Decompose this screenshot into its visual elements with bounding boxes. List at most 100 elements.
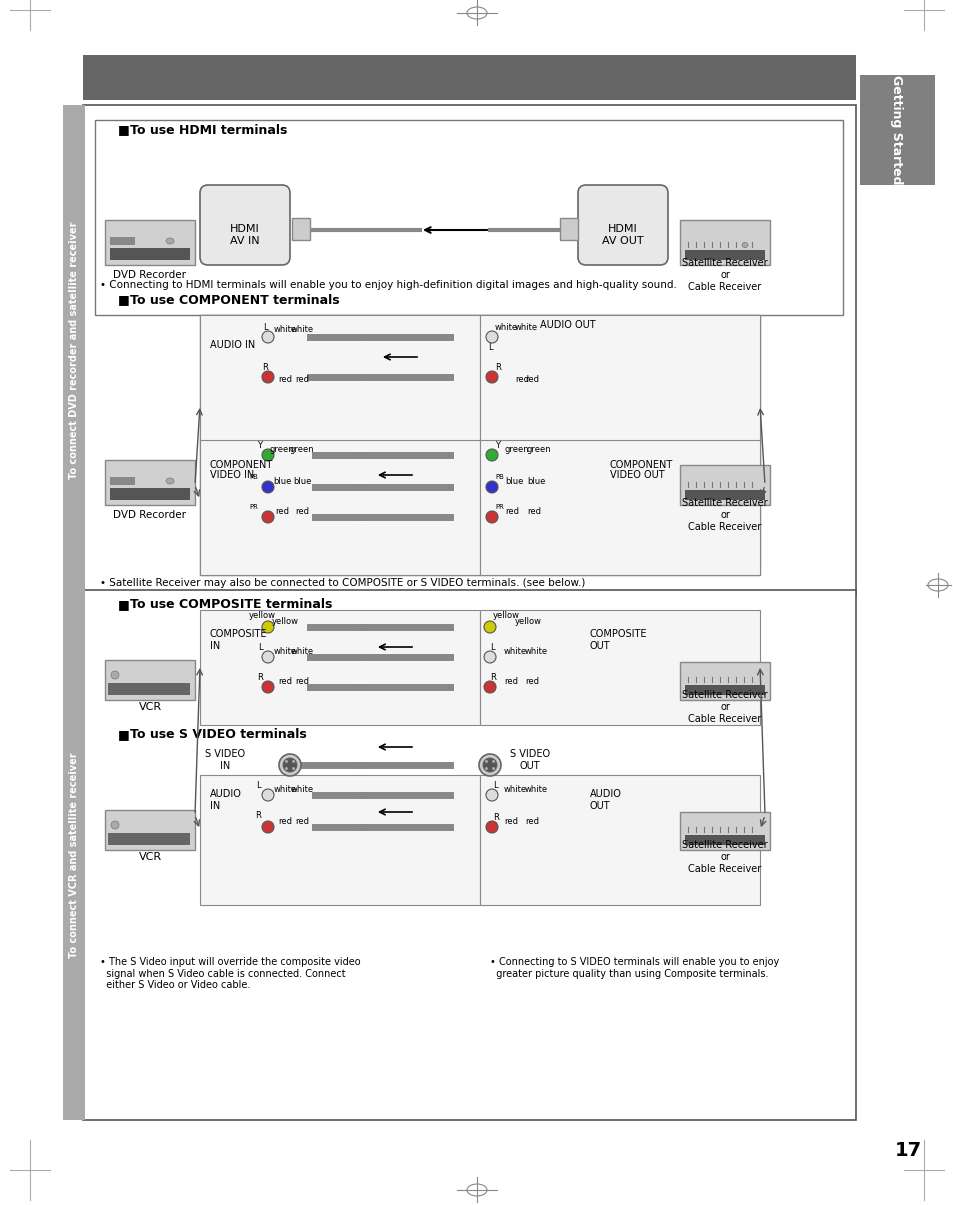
Text: ■: ■	[118, 599, 130, 611]
Ellipse shape	[285, 760, 288, 763]
Ellipse shape	[285, 768, 288, 770]
Text: AUDIO
OUT: AUDIO OUT	[589, 789, 621, 811]
Ellipse shape	[262, 821, 274, 833]
Bar	[479, 315, 760, 575]
Text: red: red	[274, 507, 289, 517]
Text: COMPOSITE
OUT: COMPOSITE OUT	[589, 629, 647, 651]
Text: • The S Video input will override the composite video
  signal when S Video cabl: • The S Video input will override the co…	[100, 957, 360, 991]
Text: white: white	[503, 647, 527, 657]
Text: green: green	[290, 446, 314, 454]
Text: AUDIO IN: AUDIO IN	[210, 340, 255, 349]
Bar	[292, 218, 310, 240]
Text: yellow: yellow	[493, 611, 519, 619]
Bar	[559, 218, 578, 240]
Text: AUDIO
IN: AUDIO IN	[210, 789, 242, 811]
Text: AUDIO OUT: AUDIO OUT	[539, 321, 595, 330]
Bar	[679, 465, 769, 505]
Text: Y: Y	[495, 441, 499, 449]
Ellipse shape	[262, 651, 274, 663]
Text: yellow: yellow	[248, 611, 275, 619]
Bar	[679, 662, 769, 700]
Text: red: red	[526, 507, 540, 517]
Bar	[479, 315, 760, 445]
Bar	[110, 477, 135, 484]
Ellipse shape	[292, 760, 294, 763]
Ellipse shape	[483, 651, 496, 663]
Ellipse shape	[478, 754, 500, 776]
Text: blue: blue	[504, 477, 523, 487]
Ellipse shape	[262, 789, 274, 801]
Text: • Connecting to S VIDEO terminals will enable you to enjoy
  greater picture qua: • Connecting to S VIDEO terminals will e…	[490, 957, 779, 978]
Bar	[479, 440, 760, 575]
Bar	[63, 105, 85, 595]
Ellipse shape	[483, 621, 496, 633]
Ellipse shape	[485, 331, 497, 343]
Bar	[479, 610, 760, 725]
Text: red: red	[524, 817, 538, 827]
Ellipse shape	[262, 511, 274, 523]
Bar	[83, 55, 855, 100]
Text: Satellite Receiver
or
Cable Receiver: Satellite Receiver or Cable Receiver	[681, 258, 767, 292]
Bar	[95, 120, 842, 315]
Bar	[110, 237, 135, 245]
Ellipse shape	[485, 511, 497, 523]
Text: R: R	[490, 672, 496, 682]
Text: blue: blue	[526, 477, 545, 487]
Ellipse shape	[111, 671, 119, 678]
Ellipse shape	[485, 789, 497, 801]
Text: white: white	[290, 325, 314, 335]
Bar	[108, 833, 190, 845]
Ellipse shape	[483, 681, 496, 693]
Text: white: white	[290, 786, 314, 794]
Bar	[479, 775, 760, 905]
Text: HDMI
AV OUT: HDMI AV OUT	[601, 224, 643, 246]
Text: PR: PR	[495, 504, 503, 510]
Text: PB: PB	[495, 474, 503, 480]
Text: VCR: VCR	[138, 703, 161, 712]
Text: L: L	[490, 642, 494, 652]
Ellipse shape	[492, 768, 495, 770]
Ellipse shape	[485, 449, 497, 462]
Ellipse shape	[262, 481, 274, 493]
Text: green: green	[270, 446, 294, 454]
Bar	[83, 105, 855, 595]
Text: COMPONENT: COMPONENT	[609, 460, 673, 470]
Bar	[859, 75, 934, 186]
Ellipse shape	[262, 449, 274, 462]
Bar	[105, 810, 194, 850]
Text: blue: blue	[293, 477, 311, 487]
Ellipse shape	[485, 481, 497, 493]
Text: • Connecting to HDMI terminals will enable you to enjoy high-definition digital : • Connecting to HDMI terminals will enab…	[100, 280, 677, 290]
Bar	[105, 221, 194, 265]
Ellipse shape	[292, 768, 294, 770]
Text: HDMI
AV IN: HDMI AV IN	[230, 224, 259, 246]
Text: L: L	[487, 342, 492, 352]
Text: white: white	[274, 786, 296, 794]
Text: red: red	[294, 376, 309, 384]
Text: DVD Recorder: DVD Recorder	[113, 270, 186, 280]
Ellipse shape	[484, 768, 487, 770]
Text: white: white	[524, 647, 548, 657]
Ellipse shape	[484, 760, 487, 763]
Bar	[108, 683, 190, 695]
Text: Getting Started: Getting Started	[889, 75, 902, 184]
Text: red: red	[503, 677, 517, 687]
Bar	[105, 660, 194, 700]
Text: To use COMPOSITE terminals: To use COMPOSITE terminals	[130, 599, 332, 611]
Text: red: red	[294, 507, 309, 517]
Bar	[684, 684, 764, 695]
Bar	[110, 488, 190, 500]
Text: S VIDEO
IN: S VIDEO IN	[205, 750, 245, 771]
Text: L: L	[493, 781, 497, 789]
Bar	[105, 460, 194, 505]
Text: Satellite Receiver
or
Cable Receiver: Satellite Receiver or Cable Receiver	[681, 840, 767, 874]
Ellipse shape	[262, 681, 274, 693]
Text: PR: PR	[250, 504, 258, 510]
Text: R: R	[495, 363, 500, 371]
Text: Y: Y	[257, 441, 262, 449]
Bar	[679, 812, 769, 850]
Bar	[684, 249, 764, 260]
Ellipse shape	[262, 621, 274, 633]
Text: red: red	[277, 376, 292, 384]
Text: Satellite Receiver
or
Cable Receiver: Satellite Receiver or Cable Receiver	[681, 690, 767, 723]
